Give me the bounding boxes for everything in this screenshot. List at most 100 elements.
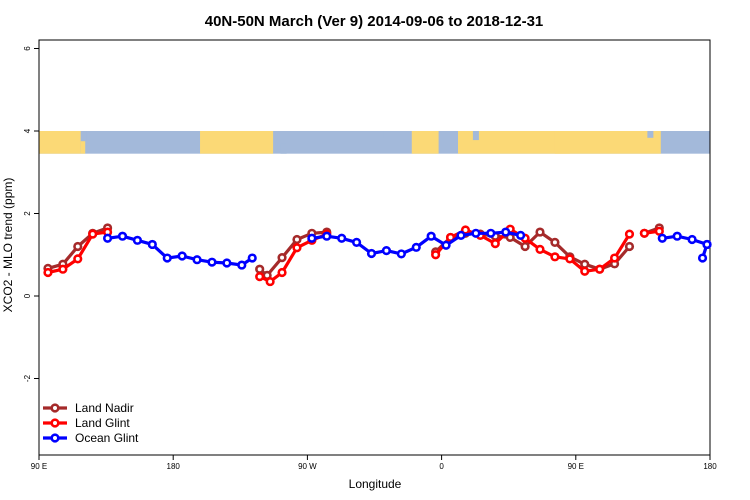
- map-ocean: [383, 131, 390, 139]
- series-point-land-glint: [639, 228, 649, 238]
- series-point-land-glint: [550, 252, 560, 262]
- map-land: [411, 131, 439, 154]
- x-axis: 90 E 180 90 W 0 90 E 180: [31, 455, 717, 471]
- series-point-ocean-glint: [102, 233, 113, 243]
- x-axis-label: Longitude: [349, 477, 402, 491]
- series-point-ocean-glint: [411, 242, 421, 252]
- series-point-ocean-glint: [352, 237, 362, 247]
- x-tick-label: 90 E: [568, 462, 584, 471]
- series-point-land-glint: [431, 250, 441, 260]
- series-point-land-glint: [624, 229, 635, 239]
- series-point-ocean-glint: [337, 233, 347, 243]
- series-point-land-glint: [609, 253, 620, 263]
- series-point-ocean-glint: [672, 231, 682, 241]
- series-point-land-glint: [265, 276, 275, 287]
- series-line-ocean-glint: [662, 234, 708, 246]
- series-point-ocean-glint: [117, 231, 128, 241]
- series-point-land-glint: [277, 267, 287, 278]
- x-tick-label: 90 E: [31, 462, 47, 471]
- chart-title: 40N-50N March (Ver 9) 2014-09-06 to 2018…: [205, 13, 544, 30]
- series-point-ocean-glint: [207, 257, 217, 267]
- y-tick-label: 4: [23, 128, 32, 133]
- series-point-land-glint: [58, 264, 68, 274]
- series-point-ocean-glint: [381, 246, 392, 256]
- series-point-land-nadir: [535, 227, 545, 237]
- series-point-ocean-glint: [247, 253, 257, 263]
- x-tick-label: 0: [439, 462, 444, 471]
- series-point-land-nadir: [580, 259, 590, 269]
- series-point-land-glint: [535, 244, 545, 254]
- map-ocean: [80, 131, 87, 142]
- map-ocean: [280, 143, 287, 154]
- x-tick-label: 180: [703, 462, 717, 471]
- series-point-land-glint: [255, 272, 265, 282]
- series-point-ocean-glint: [441, 240, 451, 250]
- y-tick-label: 6: [23, 46, 32, 51]
- map-ocean: [472, 131, 479, 141]
- legend-marker-land-nadir: [50, 403, 60, 413]
- series-point-ocean-glint: [426, 231, 436, 241]
- legend-marker-ocean-glint: [50, 433, 60, 443]
- series-point-ocean-glint: [657, 233, 667, 243]
- series-point-land-nadir: [73, 241, 83, 252]
- legend-label-land-glint: Land Glint: [75, 416, 130, 430]
- series-point-ocean-glint: [192, 255, 202, 265]
- series-point-ocean-glint: [222, 258, 232, 268]
- series-point-ocean-glint: [456, 230, 466, 240]
- world-map-band: [39, 131, 710, 154]
- series-point-land-nadir: [292, 234, 302, 245]
- series-point-ocean-glint: [162, 253, 172, 263]
- series-point-ocean-glint: [237, 260, 247, 270]
- y-tick-label: 2: [23, 211, 32, 216]
- series-point-land-glint: [595, 264, 605, 274]
- series-point-land-nadir: [550, 237, 560, 247]
- series-point-land-glint: [73, 254, 83, 264]
- map-land: [80, 131, 86, 154]
- series-point-ocean-glint: [396, 249, 406, 259]
- y-tick-label: 0: [23, 293, 32, 298]
- y-axis: -2 0 2 4 6: [23, 46, 39, 382]
- series-point-land-glint: [43, 267, 53, 278]
- series-point-ocean-glint: [307, 233, 317, 243]
- series-point-land-glint: [292, 243, 302, 253]
- series-point-land-glint: [580, 266, 590, 276]
- legend-marker-land-glint: [50, 418, 60, 428]
- series-point-ocean-glint: [147, 239, 157, 250]
- series-point-ocean-glint: [322, 231, 332, 241]
- series-point-land-nadir: [624, 241, 635, 252]
- series-point-ocean-glint: [687, 234, 697, 245]
- series-point-land-nadir: [520, 241, 530, 252]
- series-land-glint: [43, 224, 664, 287]
- series-point-ocean-glint: [177, 251, 187, 261]
- series-point-land-glint: [490, 239, 500, 249]
- series-point-ocean-glint: [516, 230, 526, 240]
- series-point-ocean-glint: [132, 235, 143, 245]
- map-land: [554, 131, 570, 154]
- series-layer: [43, 223, 712, 287]
- series-point-ocean-glint: [471, 228, 481, 238]
- series-point-land-nadir: [277, 253, 287, 263]
- series-point-ocean-glint: [702, 239, 712, 250]
- series-point-ocean-glint: [697, 253, 708, 263]
- series-ocean-glint: [102, 227, 712, 270]
- legend-label-land-nadir: Land Nadir: [75, 401, 134, 415]
- map-ocean: [647, 131, 654, 138]
- series-point-ocean-glint: [486, 228, 496, 238]
- y-tick-label: -2: [23, 374, 32, 382]
- y-axis-label: XCO2 - MLO trend (ppm): [1, 178, 15, 313]
- series-land-nadir: [43, 223, 664, 280]
- map-land: [200, 131, 274, 154]
- series-point-land-glint: [88, 229, 98, 239]
- legend-label-ocean-glint: Ocean Glint: [75, 431, 139, 445]
- series-point-land-glint: [565, 254, 575, 264]
- series-point-ocean-glint: [366, 248, 377, 259]
- map-land: [39, 131, 81, 154]
- x-tick-label: 180: [167, 462, 181, 471]
- plot-frame: [38, 39, 711, 456]
- series-point-land-nadir: [255, 264, 265, 274]
- x-tick-label: 90 W: [298, 462, 317, 471]
- series-point-ocean-glint: [501, 227, 511, 237]
- series-point-land-glint: [654, 226, 664, 236]
